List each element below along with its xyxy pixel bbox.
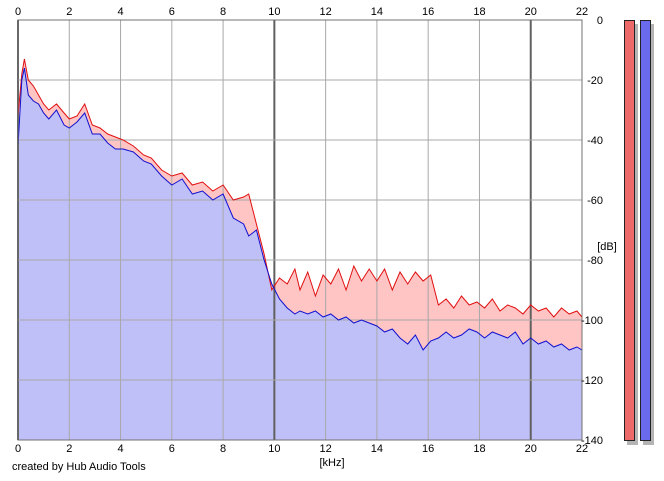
x-tick-top-4: 8 [220, 6, 226, 18]
x-tick-bottom-7: 14 [371, 443, 383, 455]
spectrum-lines [17, 58, 583, 351]
x-tick-bottom-0: 0 [15, 443, 21, 455]
level-meter-left [624, 20, 635, 441]
x-tick-top-9: 18 [473, 6, 485, 18]
x-tick-labels-top: 0 2 4 6 8 10 12 14 16 18 20 22 [15, 6, 588, 18]
y-tick-7: -140 [581, 435, 603, 447]
x-tick-bottom-10: 20 [525, 443, 537, 455]
x-tick-top-11: 22 [576, 6, 588, 18]
x-tick-top-3: 6 [169, 6, 175, 18]
series-line-0 [17, 58, 583, 318]
x-axis-label: [kHz] [319, 457, 344, 469]
y-tick-5: -100 [581, 315, 603, 327]
x-tick-bottom-4: 8 [220, 443, 226, 455]
series-line-1 [17, 67, 583, 351]
x-tick-bottom-6: 12 [320, 443, 332, 455]
x-tick-top-2: 4 [117, 6, 123, 18]
y-tick-2: -40 [587, 135, 603, 147]
y-tick-3: -60 [587, 195, 603, 207]
x-tick-bottom-1: 2 [66, 443, 72, 455]
x-tick-bottom-8: 16 [422, 443, 434, 455]
x-tick-top-6: 12 [320, 6, 332, 18]
x-tick-bottom-9: 18 [473, 443, 485, 455]
x-tick-top-10: 20 [525, 6, 537, 18]
series-area-1 [18, 68, 582, 440]
x-tick-bottom-5: 10 [268, 443, 280, 455]
plot-frame [17, 19, 583, 441]
y-tick-1: -20 [587, 75, 603, 87]
x-tick-top-0: 0 [15, 6, 21, 18]
spectrum-areas [18, 59, 582, 440]
x-tick-bottom-11: 22 [576, 443, 588, 455]
x-tick-bottom-2: 4 [117, 443, 123, 455]
x-tick-bottom-3: 6 [169, 443, 175, 455]
y-tick-6: -120 [581, 375, 603, 387]
credit-text: created by Hub Audio Tools [12, 461, 146, 473]
y-tick-labels: 0 -20 -40 -60 -80 -100 -120 -140 [581, 15, 603, 447]
y-tick-4: -80 [587, 255, 603, 267]
level-meter-right [640, 20, 651, 441]
x-tick-top-5: 10 [268, 6, 280, 18]
x-tick-top-7: 14 [371, 6, 383, 18]
x-tick-labels-bottom: 0 2 4 6 8 10 12 14 16 18 20 22 [15, 443, 588, 455]
x-tick-top-1: 2 [66, 6, 72, 18]
y-tick-0: 0 [597, 15, 603, 27]
y-axis-label: [dB] [597, 241, 617, 253]
x-tick-top-8: 16 [422, 6, 434, 18]
